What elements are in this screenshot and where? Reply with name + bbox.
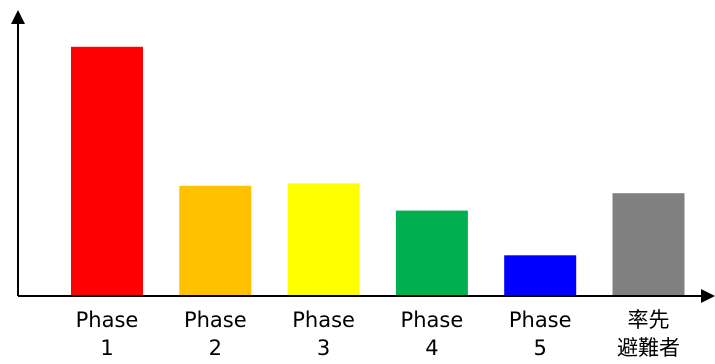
x-tick-label-6-line-1: 率先: [628, 308, 670, 332]
x-tick-label-4-line-2: 4: [425, 336, 438, 360]
bar-5: [504, 255, 577, 295]
bar-1: [71, 46, 143, 295]
x-tick-label-3-line-1: Phase: [292, 308, 355, 332]
x-tick-label-1-line-1: Phase: [76, 308, 139, 332]
x-tick-label-1-line-2: 1: [100, 336, 113, 360]
bar-2: [179, 185, 252, 295]
x-axis-arrow: [701, 289, 715, 303]
bars: [71, 46, 685, 295]
y-axis-arrow: [11, 10, 25, 24]
x-tick-label-5-line-1: Phase: [509, 308, 572, 332]
x-tick-label-4-line-1: Phase: [401, 308, 464, 332]
bar-3: [287, 183, 360, 295]
x-tick-label-5-line-2: 5: [534, 336, 547, 360]
bar-6: [612, 193, 685, 295]
x-tick-label-3-line-2: 3: [317, 336, 330, 360]
bar-4: [395, 210, 468, 295]
x-tick-label-2-line-2: 2: [209, 336, 222, 360]
x-tick-label-6-line-2: 避難者: [617, 336, 680, 360]
x-tick-label-2-line-1: Phase: [184, 308, 247, 332]
